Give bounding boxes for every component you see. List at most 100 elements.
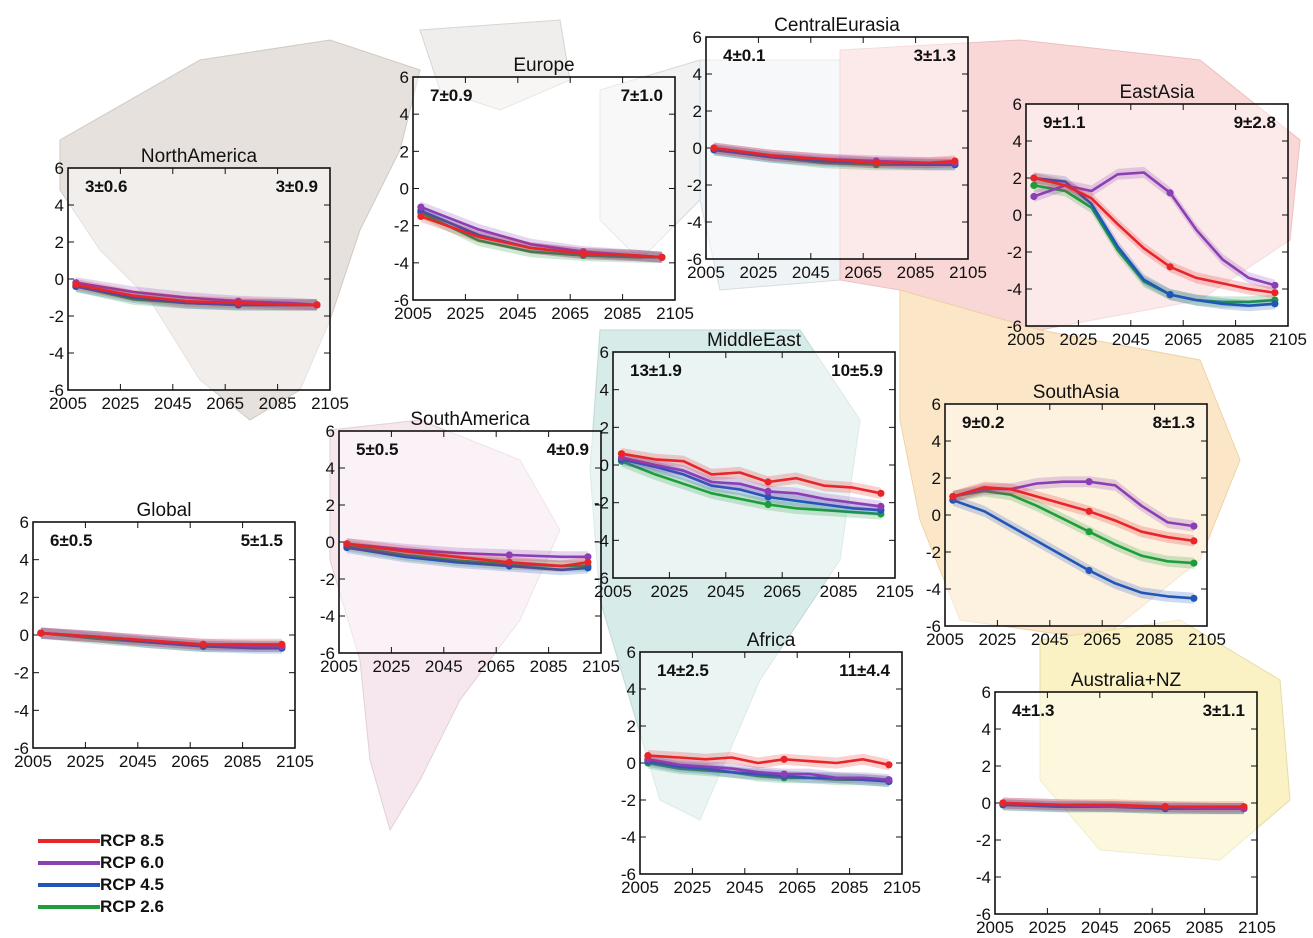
x-tick-label: 2025 <box>446 304 484 323</box>
x-tick-label: 2025 <box>978 630 1016 649</box>
y-tick-label: 0 <box>400 180 409 199</box>
series-line-rcp-6-0 <box>75 281 317 307</box>
middle-east-africa-region <box>589 329 861 821</box>
x-tick-label: 2065 <box>206 394 244 413</box>
y-tick-label: 4 <box>400 105 409 124</box>
chart-panel-northamerica: 2005 2025 2045 2065 2085 2105 6 4 2 0 -2 -4 -6 NorthA… <box>49 146 349 413</box>
x-tick-label: 2065 <box>477 657 515 676</box>
chart-title: CentralEurasia <box>774 15 900 36</box>
uncertainty-band-rcp-2-6 <box>952 485 1194 569</box>
uncertainty-band-rcp-8-5 <box>621 448 881 499</box>
chart-panel-africa: 2005 2025 2045 2065 2085 2105 6 4 2 0 -2 -4 -6 Africa… <box>621 630 921 897</box>
y-tick-label: 4 <box>982 720 991 739</box>
data-point-rcp-6-0 <box>780 770 788 778</box>
y-tick-label: -4 <box>594 531 609 550</box>
uncertainty-band-rcp-8-5 <box>420 210 662 263</box>
data-point-rcp-8-5 <box>343 540 351 548</box>
series-line-rcp-4-5 <box>346 546 588 572</box>
data-point-rcp-8-5 <box>644 752 652 760</box>
data-point-rcp-8-5 <box>1271 289 1279 297</box>
y-tick-label: -6 <box>621 865 636 884</box>
x-tick-label: 2025 <box>1059 330 1097 349</box>
data-point-rcp-6-0 <box>885 776 893 784</box>
x-tick-label: 2005 <box>320 657 358 676</box>
x-tick-label: 2005 <box>621 878 659 897</box>
y-tick-label: 4 <box>20 551 29 570</box>
data-point-rcp-8-5 <box>710 144 718 152</box>
series-line-rcp-6-0 <box>647 758 889 781</box>
data-point-rcp-8-5 <box>234 299 242 307</box>
x-tick-label: 2045 <box>119 752 157 771</box>
annotation-left: 14±2.5 <box>657 661 709 680</box>
data-point-rcp-8-5 <box>417 212 425 220</box>
y-tick-label: 2 <box>55 233 64 252</box>
x-tick-label: 2085 <box>831 878 869 897</box>
data-point-rcp-8-5 <box>1161 803 1169 811</box>
x-tick-label: 2045 <box>154 394 192 413</box>
x-tick-label: 2025 <box>372 657 410 676</box>
x-tick-label: 2045 <box>499 304 537 323</box>
x-tick-label: 2065 <box>551 304 589 323</box>
y-tick-label: 4 <box>693 65 702 84</box>
x-tick-label: 2105 <box>311 394 349 413</box>
chart-panel-centraleurasia: 2005 2025 2045 2065 2085 2105 6 4 2 0 -2 -4 -6 Centra… <box>687 15 987 282</box>
x-tick-label: 2005 <box>14 752 52 771</box>
y-tick-label: 0 <box>627 754 636 773</box>
series-line-rcp-2-6 <box>420 211 662 259</box>
series-line-rcp-8-5 <box>713 146 955 165</box>
data-point-rcp-8-5 <box>1240 803 1248 811</box>
x-tick-label: 2065 <box>1083 630 1121 649</box>
x-tick-label: 2065 <box>844 263 882 282</box>
legend-swatch <box>38 905 100 909</box>
annotation-right: 7±1.0 <box>621 86 663 105</box>
x-tick-label: 2005 <box>926 630 964 649</box>
data-point-rcp-6-0 <box>417 203 425 211</box>
annotation-left: 7±0.9 <box>430 86 472 105</box>
x-tick-label: 2005 <box>49 394 87 413</box>
data-point-rcp-8-5 <box>278 640 286 648</box>
plot-frame <box>412 76 676 301</box>
annotation-right: 8±1.3 <box>1153 413 1195 432</box>
y-tick-label: 6 <box>1013 95 1022 114</box>
data-point-rcp-8-5 <box>999 799 1007 807</box>
uncertainty-band-rcp-4-5 <box>647 755 889 787</box>
uncertainty-band-rcp-4-5 <box>621 453 881 516</box>
x-tick-label: 2045 <box>792 263 830 282</box>
series-line-rcp-6-0 <box>1033 171 1276 287</box>
y-tick-label: 2 <box>20 588 29 607</box>
chart-svg-global: 2005 2025 2045 2065 2085 2105 6 4 2 0 -2 -4 -6 Global… <box>14 500 314 771</box>
south-asia-region <box>899 289 1241 641</box>
x-tick-label: 2065 <box>763 582 801 601</box>
data-point-rcp-8-5 <box>199 640 207 648</box>
y-tick-label: 6 <box>693 28 702 47</box>
australia-region <box>1039 619 1291 861</box>
y-tick-label: -2 <box>1007 243 1022 262</box>
data-point-rcp-4-5 <box>764 493 772 501</box>
data-point-rcp-8-5 <box>658 253 666 261</box>
x-tick-label: 2105 <box>276 752 314 771</box>
x-tick-label: 2045 <box>425 657 463 676</box>
x-tick-label: 2105 <box>883 878 921 897</box>
data-point-rcp-2-6 <box>1190 559 1198 567</box>
x-tick-label: 2105 <box>1238 918 1276 937</box>
y-tick-label: -6 <box>594 569 609 588</box>
plot-frame <box>338 430 602 654</box>
y-tick-label: -4 <box>621 828 636 847</box>
data-point-rcp-4-5 <box>1271 300 1279 308</box>
annotation-left: 9±0.2 <box>962 413 1004 432</box>
data-point-rcp-8-5 <box>505 558 513 566</box>
y-tick-label: 6 <box>326 422 335 441</box>
x-tick-label: 2085 <box>1186 918 1224 937</box>
annotation-left: 13±1.9 <box>630 361 682 380</box>
y-tick-label: 0 <box>982 794 991 813</box>
data-point-rcp-8-5 <box>617 450 626 458</box>
series-line-rcp-8-5 <box>1033 176 1276 294</box>
y-tick-label: 2 <box>1013 169 1022 188</box>
legend-label: RCP 2.6 <box>100 897 164 916</box>
x-tick-label: 2025 <box>739 263 777 282</box>
series-line-rcp-8-5 <box>1002 801 1244 808</box>
y-tick-label: 4 <box>55 196 64 215</box>
x-tick-label: 2105 <box>949 263 987 282</box>
x-tick-label: 2025 <box>1028 918 1066 937</box>
chart-svg-southamerica: 2005 2025 2045 2065 2085 2105 6 4 2 0 -2 -4 -6 SouthA… <box>320 409 620 676</box>
